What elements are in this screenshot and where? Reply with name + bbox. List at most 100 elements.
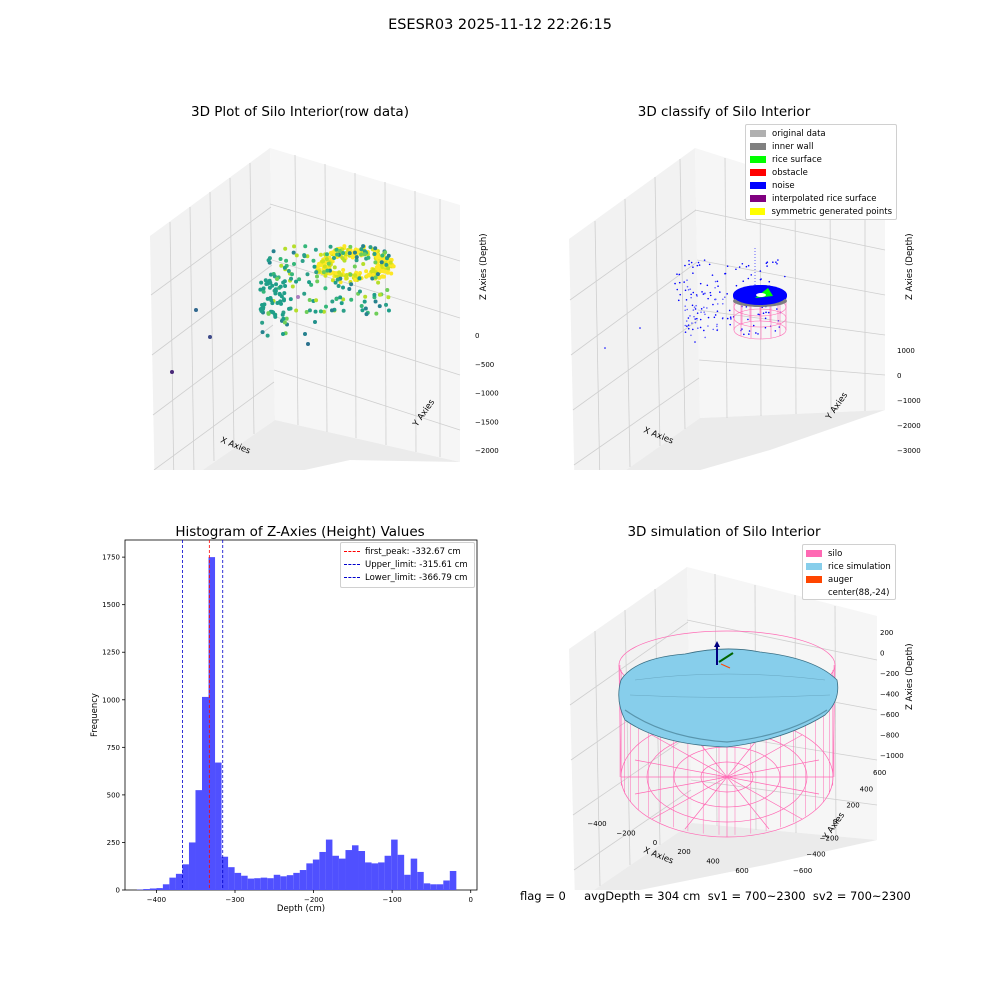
noise-point	[724, 272, 726, 275]
raw-point	[318, 263, 323, 268]
noise-point	[684, 309, 686, 312]
simulation-legend-label: auger	[828, 574, 853, 585]
raw-point	[386, 295, 391, 300]
raw-point	[353, 273, 358, 278]
classify-legend-entry: original data	[750, 127, 892, 140]
raw-point	[266, 311, 271, 316]
simulation-legend-swatch	[806, 589, 822, 596]
noise-point	[747, 318, 749, 321]
histogram-y-tick-label: 250	[107, 839, 120, 847]
noise-point	[694, 308, 697, 310]
simulation-y-tick-label: −600	[793, 867, 812, 875]
raw-point	[265, 296, 270, 301]
noise-point	[707, 325, 709, 327]
simulation-z-axis-label: Z Axies (Depth)	[905, 643, 915, 710]
noise-point	[696, 312, 699, 314]
noise-point	[713, 316, 716, 319]
raw-point	[352, 264, 357, 269]
classify-legend-entry: symmetric generated points	[750, 205, 892, 218]
raw-point	[260, 320, 265, 325]
raw-point	[363, 294, 368, 299]
noise-point	[706, 284, 709, 287]
raw-plot-title: 3D Plot of Silo Interior(row data)	[191, 104, 409, 120]
classify-z-axis-label: Z Axies (Depth)	[905, 233, 915, 300]
simulation-x-tick-label: 600	[735, 867, 748, 875]
classify-legend-swatch	[750, 195, 766, 202]
raw-point	[344, 276, 349, 281]
raw-point	[302, 291, 307, 296]
noise-point	[735, 284, 738, 287]
raw-point	[281, 316, 286, 321]
simulation-x-tick-label: −200	[616, 829, 635, 837]
histogram-legend-label: first_peak: -332.67 cm	[365, 546, 461, 557]
histogram-ticks: −400 −300 −200 −100 0 0 250 500 750 1000 1250 1500 1…	[102, 554, 473, 904]
classify-z-tick-label: −3000	[897, 447, 921, 455]
raw-point	[337, 248, 342, 253]
raw-point	[386, 266, 391, 271]
noise-point	[755, 332, 757, 334]
raw-point	[382, 269, 387, 274]
noise-point	[701, 291, 703, 293]
raw-z-axis-label: Z Axies (Depth)	[479, 233, 489, 300]
noise-point	[719, 291, 721, 293]
noise-point	[690, 296, 692, 299]
raw-point	[323, 273, 328, 278]
classify-z-tick-label: 1000	[897, 347, 915, 355]
noise-point	[704, 336, 706, 339]
raw-point	[313, 320, 317, 324]
noise-point	[698, 264, 701, 266]
raw-point	[287, 306, 292, 311]
noise-point	[695, 304, 697, 307]
noise-point	[693, 306, 696, 308]
histogram-bars	[136, 557, 457, 890]
noise-point	[692, 272, 694, 274]
raw-point	[267, 285, 272, 290]
noise-point	[764, 326, 767, 329]
noise-point	[685, 299, 688, 301]
raw-point	[342, 258, 347, 263]
noise-point	[752, 324, 755, 327]
histogram-legend-swatch	[344, 577, 360, 578]
raw-point	[385, 288, 390, 293]
histogram-bar	[384, 855, 392, 890]
classify-z-tick-label: −1000	[897, 397, 921, 405]
raw-point	[314, 270, 319, 275]
raw-point	[258, 287, 263, 292]
raw-point	[375, 272, 380, 277]
raw-point	[321, 309, 326, 314]
classify-legend-label: symmetric generated points	[771, 206, 892, 217]
noise-point	[712, 328, 715, 331]
histogram-bar	[228, 867, 235, 890]
histogram-bar	[234, 872, 242, 890]
raw-point	[367, 273, 372, 278]
noise-point	[692, 266, 694, 268]
raw-point	[371, 272, 376, 277]
noise-point	[765, 262, 768, 264]
histogram-bar	[325, 839, 333, 890]
noise-point	[716, 323, 718, 326]
raw-point	[300, 258, 305, 263]
classify-legend-label: obstacle	[772, 167, 808, 178]
noise-point	[691, 322, 693, 324]
raw-point	[339, 273, 344, 278]
raw-point	[263, 278, 268, 283]
noise-point	[688, 260, 690, 262]
classify-plot-title: 3D classify of Silo Interior	[637, 104, 811, 120]
raw-point	[283, 284, 288, 289]
raw-z-tick-label: −500	[475, 361, 494, 369]
raw-point	[306, 342, 310, 346]
raw-point	[318, 252, 323, 257]
raw-point	[268, 280, 273, 285]
raw-point	[371, 267, 376, 272]
noise-point	[776, 262, 778, 265]
noise-point	[757, 313, 760, 316]
simulation-3d-panes	[569, 567, 877, 890]
histogram-bar	[188, 842, 196, 890]
noise-point	[729, 316, 732, 319]
noise-point	[764, 317, 767, 320]
raw-point	[339, 301, 344, 306]
raw-point	[341, 285, 346, 290]
noise-point	[767, 311, 770, 314]
raw-point	[274, 282, 279, 287]
